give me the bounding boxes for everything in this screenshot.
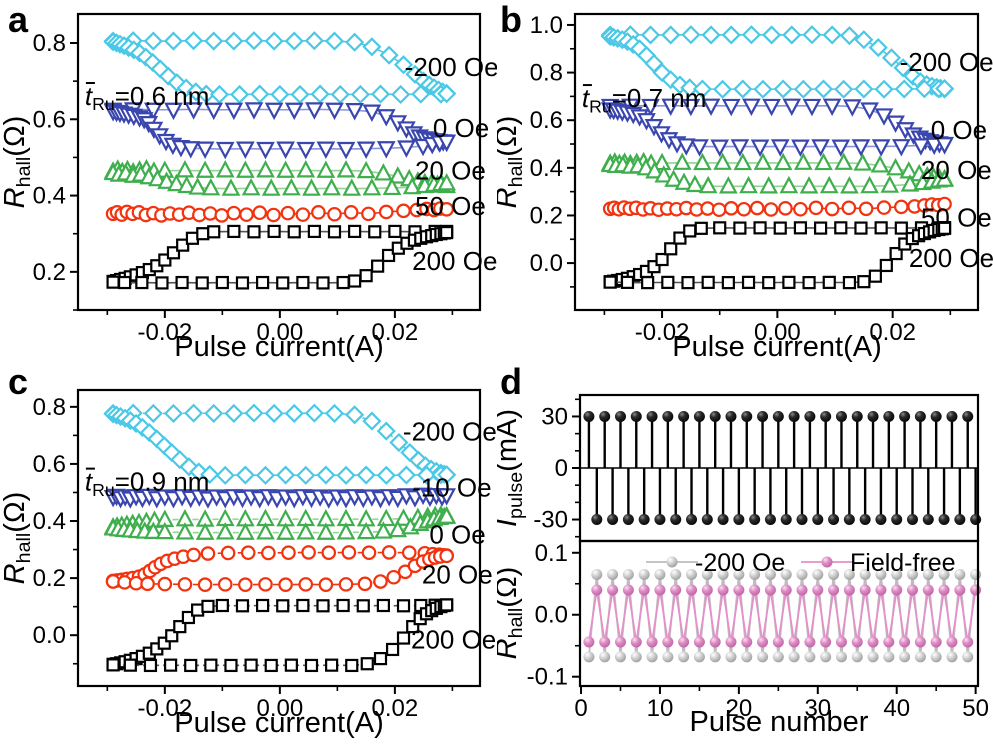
y-tick-label: 0.8 (33, 394, 66, 421)
series-label-200-oe: -200 Oe (405, 52, 497, 82)
annotation-c: tRu=0.9 nm (85, 467, 210, 500)
axes-b: -0.02 0.00 0.02 0.0 0.2 0.4 0.6 0.8 1.0 (530, 12, 980, 346)
series-200-oe (106, 224, 454, 290)
annotation-a: tRu=0.6 nm (85, 81, 210, 114)
x-tick-label: 0 (574, 695, 587, 722)
y-tick-label: 0.2 (530, 202, 563, 229)
series-label-200-oe: 200 Oe (411, 624, 496, 654)
panel-c-chart: -200 Oe -10 Oe 0 Oe 20 Oe 200 Oe -0.02 0.00 0.0… (0, 388, 497, 739)
panel-a-letter: a (8, 0, 29, 40)
series-0-oe (103, 102, 456, 160)
axes-c: -0.02 0.00 0.02 0.0 0.2 0.4 0.6 0.8 (33, 388, 482, 722)
y-tick-label: 0.6 (530, 107, 563, 134)
series-label-200-oe: 200 Oe (909, 243, 993, 273)
series-label-20-oe: 20 Oe (415, 155, 486, 185)
annotation-b: tRu=0.7 nm (582, 83, 707, 116)
legend-label-field-free: Field-free (850, 549, 956, 577)
x-axis-label-c: Pulse current(A) (174, 707, 384, 739)
series-20-oe (103, 158, 456, 196)
legend-d2: -200 Oe Field-free (646, 549, 956, 577)
series-10-oe (103, 487, 456, 509)
series-200-oe (600, 25, 955, 99)
panel-d-chart: -30 0 30 Ipulse(mA) 0 10 20 30 40 50 -0.1 0.0 0.1 Pul… (497, 393, 989, 738)
y-tick-label: 0.0 (530, 250, 563, 277)
y-tick-label: 0.4 (530, 155, 563, 182)
series-label-200-oe: 200 Oe (412, 246, 497, 276)
panel-b-letter: b (500, 0, 522, 40)
y-axis-label-a: Rhall(Ω) (0, 116, 35, 209)
x-tick-label: 40 (883, 695, 910, 722)
series-label-20-oe: 20 Oe (422, 559, 493, 589)
y-tick-label: 30 (541, 403, 568, 430)
x-tick-label: -0.02 (137, 319, 192, 346)
y-axis-label-b: Rhall(Ω) (497, 116, 527, 209)
axes-d2: 0 10 20 30 40 50 -0.1 0.0 0.1 (527, 540, 989, 722)
series-200-oe (103, 31, 457, 105)
panel-c-letter: c (8, 361, 29, 402)
y-tick-label: 0.8 (33, 30, 66, 57)
x-tick-label: 0.02 (372, 695, 419, 722)
x-tick-label: -0.02 (137, 695, 192, 722)
panel-d-letter: d (500, 361, 522, 402)
series-label-50-oe: 50 Oe (415, 191, 486, 221)
series-0-oe (600, 98, 954, 157)
y-tick-label: 0.1 (535, 540, 568, 567)
series-200-oe (106, 598, 454, 673)
series-200-oe (583, 568, 982, 663)
chart-c: -200 Oe -10 Oe 0 Oe 20 Oe 200 Oe -0.02 0.00 0.0… (0, 388, 497, 739)
y-tick-label: -0.1 (527, 664, 568, 691)
y-tick-label: 0.6 (33, 451, 66, 478)
x-tick-label: 0.02 (372, 319, 419, 346)
x-tick-label: 30 (804, 695, 831, 722)
series-0-oe (103, 504, 456, 540)
y-tick-label: 1.0 (530, 12, 563, 39)
y-axis-label-d2: Rhall(Ω) (497, 567, 527, 660)
axes-a: -0.02 0.00 0.02 0.2 0.4 0.6 0.8 (33, 12, 482, 346)
x-tick-label: -0.02 (635, 319, 690, 346)
x-axis-label-a: Pulse current(A) (174, 331, 384, 363)
x-tick-label: 20 (726, 695, 753, 722)
x-tick-label: 0.02 (869, 319, 916, 346)
series-20-oe (600, 151, 954, 194)
series-50-oe (105, 201, 454, 223)
y-tick-label: 0.0 (33, 622, 66, 649)
y-tick-label: 0.2 (33, 259, 66, 286)
series-200-oe (603, 221, 952, 290)
y-tick-label: 0.4 (33, 183, 66, 210)
chart-d1: -30 0 30 Ipulse(mA) (497, 393, 982, 543)
y-axis-label-c: Rhall(Ω) (0, 492, 35, 585)
x-axis-label-d2: Pulse number (690, 706, 869, 738)
y-tick-label: 0.8 (530, 60, 563, 87)
series-pulse-current (583, 410, 982, 526)
x-tick-label: 0.00 (257, 319, 304, 346)
series-label-0-oe: 0 Oe (429, 520, 485, 550)
series-label-200-oe: -200 Oe (403, 417, 497, 447)
series-field-free (583, 584, 982, 648)
x-tick-label: 50 (962, 695, 989, 722)
y-axis-label-d1: Ipulse(mA) (497, 409, 527, 527)
y-tick-label: 0.0 (535, 602, 568, 629)
x-tick-label: 0.00 (257, 695, 304, 722)
x-axis-label-b: Pulse current(A) (672, 331, 882, 363)
y-tick-label: 0 (555, 455, 568, 482)
y-tick-label: 0.2 (33, 565, 66, 592)
x-tick-label: 10 (647, 695, 674, 722)
series-label-10-oe: -10 Oe (412, 473, 492, 503)
series-label-20-oe: 20 Oe (921, 155, 992, 185)
chart-d2: 0 10 20 30 40 50 -0.1 0.0 0.1 Pulse number Rhall(Ω… (497, 540, 989, 738)
series-20-oe (105, 545, 454, 592)
legend-label-200-oe: -200 Oe (695, 549, 785, 577)
x-tick-label: 0.00 (754, 319, 801, 346)
series-200-oe (103, 403, 457, 485)
y-tick-label: 0.4 (33, 508, 66, 535)
y-tick-label: 0.6 (33, 106, 66, 133)
y-tick-label: -30 (533, 507, 568, 534)
series-50-oe (602, 196, 952, 218)
